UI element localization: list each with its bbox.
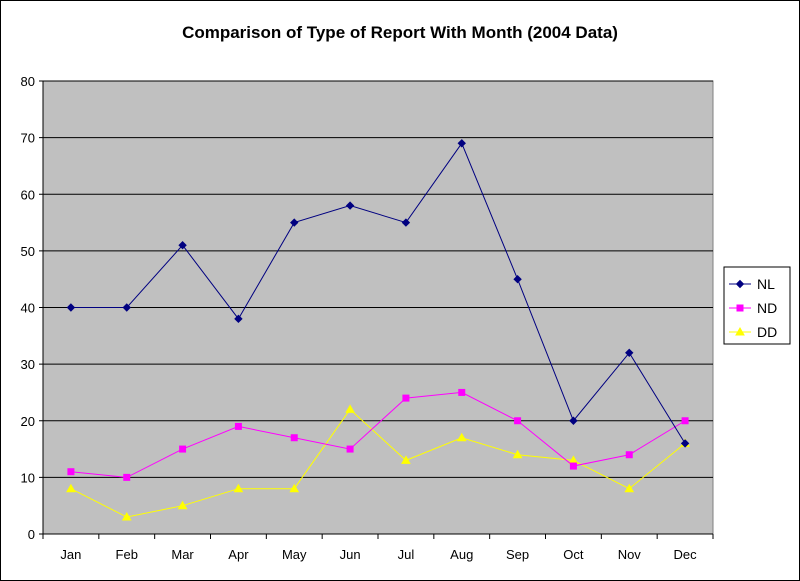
data-point-nd xyxy=(123,473,131,481)
series-line-dd xyxy=(70,408,686,518)
data-point-nd xyxy=(569,462,577,470)
data-point-dd xyxy=(177,500,188,510)
data-point-nl xyxy=(345,201,355,210)
y-tick-label: 20 xyxy=(21,414,35,429)
data-point-nd xyxy=(179,445,187,453)
data-point-dd xyxy=(233,483,244,493)
data-point-nl xyxy=(234,314,243,324)
y-tick-label: 70 xyxy=(21,131,35,146)
data-point-dd xyxy=(456,432,467,442)
data-point-nd xyxy=(402,394,410,402)
data-point-dd xyxy=(345,404,355,413)
gridlines xyxy=(43,80,713,478)
series-line-nl xyxy=(70,142,686,444)
x-tick-label: Jan xyxy=(60,547,81,562)
series xyxy=(66,139,690,521)
data-point-dd xyxy=(624,483,635,493)
data-point-dd xyxy=(121,512,132,521)
x-tick-label: Aug xyxy=(450,547,473,562)
legend-label: NL xyxy=(757,276,775,292)
x-tick-label: Dec xyxy=(674,547,698,562)
data-point-nl xyxy=(680,439,690,448)
x-tick-label: Jul xyxy=(398,547,415,562)
data-point-dd xyxy=(289,483,300,493)
data-point-nd xyxy=(458,388,466,396)
data-point-nl xyxy=(401,218,411,227)
data-point-nd xyxy=(681,417,689,425)
x-tick-label: Nov xyxy=(618,547,642,562)
data-point-dd xyxy=(401,455,411,464)
legend-marker xyxy=(735,279,745,289)
series-nd xyxy=(67,388,689,481)
legend-box xyxy=(723,266,791,345)
y-tick-label: 0 xyxy=(28,527,35,542)
data-point-nl xyxy=(625,348,634,358)
data-point-dd xyxy=(66,483,76,493)
axes: 0 10 20 30 40 50 60 70 80 Jan Feb Mar Apr May Jun Jul Au… xyxy=(21,74,714,562)
legend-marker xyxy=(736,304,744,312)
y-tick-label: 80 xyxy=(21,74,35,89)
y-tick-label: 60 xyxy=(21,187,35,202)
data-point-nl xyxy=(290,218,299,227)
x-tick-label: Feb xyxy=(116,547,138,562)
x-tick-label: Jun xyxy=(340,547,361,562)
y-tick-label: 40 xyxy=(21,301,35,316)
data-point-nl xyxy=(513,274,522,284)
data-point-nl xyxy=(569,416,578,425)
legend-marker xyxy=(735,326,745,336)
y-tick-label: 10 xyxy=(21,470,35,485)
series-nl xyxy=(66,139,690,448)
y-tick-label: 30 xyxy=(21,357,35,372)
series-line-nd xyxy=(70,391,686,478)
data-point-nl xyxy=(122,303,131,312)
x-tick-label: May xyxy=(282,547,307,562)
x-tick-label: Apr xyxy=(228,547,249,562)
legend: NL ND DD xyxy=(723,266,791,345)
data-point-nd xyxy=(625,451,633,459)
data-point-nd xyxy=(67,468,75,476)
data-point-nd xyxy=(234,422,242,430)
data-point-nd xyxy=(514,417,522,425)
x-tick-label: Sep xyxy=(506,547,529,562)
y-tick-label: 50 xyxy=(21,244,35,259)
chart-title: Comparison of Type of Report With Month … xyxy=(182,23,618,42)
data-point-nl xyxy=(66,303,76,312)
data-point-dd xyxy=(512,449,523,459)
legend-label: ND xyxy=(757,300,777,316)
x-tick-label: Mar xyxy=(171,547,194,562)
legend-label: DD xyxy=(757,324,777,340)
data-point-nl xyxy=(457,139,466,148)
data-point-nd xyxy=(346,445,354,453)
data-point-nl xyxy=(178,241,187,250)
x-tick-label: Oct xyxy=(563,547,584,562)
data-point-nd xyxy=(290,434,298,442)
